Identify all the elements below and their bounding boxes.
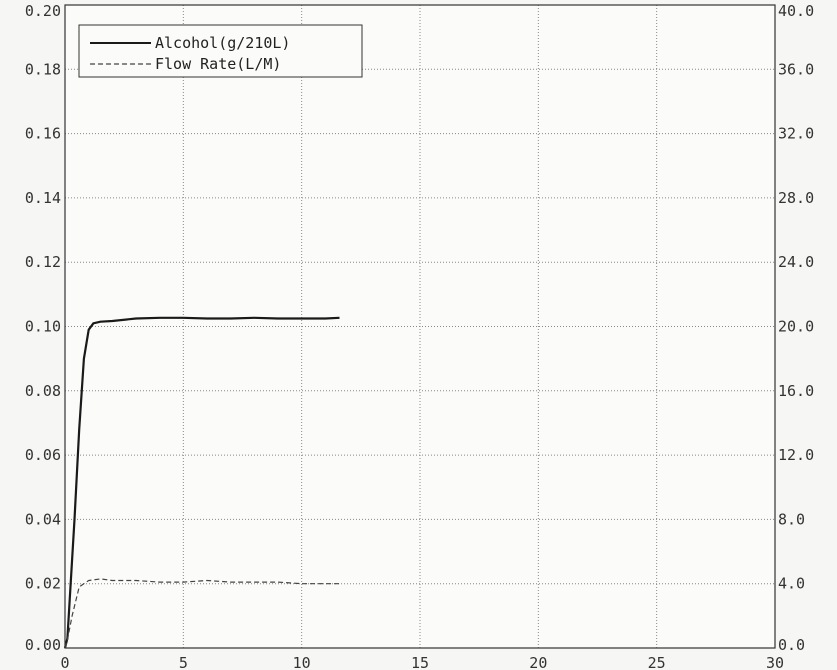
y-tick-label: 0.08 <box>25 382 61 400</box>
y2-tick-label: 36.0 <box>778 60 814 78</box>
y-tick-label: 0.04 <box>25 510 61 528</box>
y2-tick-label: 32.0 <box>778 125 814 143</box>
y-tick-label: 0.16 <box>25 125 61 143</box>
y-tick-label: 0.06 <box>25 446 61 464</box>
y2-tick-label: 24.0 <box>778 253 814 271</box>
plot-frame <box>64 4 776 649</box>
legend-label-flow-rate: Flow Rate(L/M) <box>155 55 281 73</box>
y2-tick-label: 12.0 <box>778 446 814 464</box>
y-tick-label: 0.20 <box>25 2 61 20</box>
legend-box <box>78 24 363 78</box>
y2-tick-label: 4.0 <box>778 575 805 593</box>
y-tick-label: 0.00 <box>25 636 61 654</box>
y2-tick-label: 8.0 <box>778 510 805 528</box>
y-tick-label: 0.18 <box>25 60 61 78</box>
y-tick-label: 0.02 <box>25 575 61 593</box>
y2-tick-label: 28.0 <box>778 189 814 207</box>
x-tick-label: 5 <box>179 654 188 670</box>
grid-lines <box>65 5 775 648</box>
x-tick-label: 0 <box>60 654 69 670</box>
y-tick-label: 0.10 <box>25 318 61 336</box>
tick-labels: 0 5 10 15 20 25 30 0.00 0.02 0.04 0.06 0.08 0.10 0.12… <box>25 2 814 670</box>
legend-label-alcohol: Alcohol(g/210L) <box>155 34 290 52</box>
x-tick-label: 25 <box>648 654 666 670</box>
x-tick-label: 10 <box>293 654 311 670</box>
y-tick-label: 0.14 <box>25 189 61 207</box>
y2-tick-label: 20.0 <box>778 318 814 336</box>
y2-tick-label: 40.0 <box>778 2 814 20</box>
series-line-flow-rate <box>64 578 340 649</box>
x-tick-label: 20 <box>529 654 547 670</box>
series-layer <box>63 316 340 649</box>
legend: Alcohol(g/210L) Flow Rate(L/M) <box>78 24 363 78</box>
y2-tick-label: 0.0 <box>778 636 805 654</box>
x-tick-label: 15 <box>411 654 429 670</box>
y-tick-label: 0.12 <box>25 253 61 271</box>
y2-tick-label: 16.0 <box>778 382 814 400</box>
series-line-alcohol <box>63 316 340 649</box>
x-tick-label: 30 <box>766 654 784 670</box>
